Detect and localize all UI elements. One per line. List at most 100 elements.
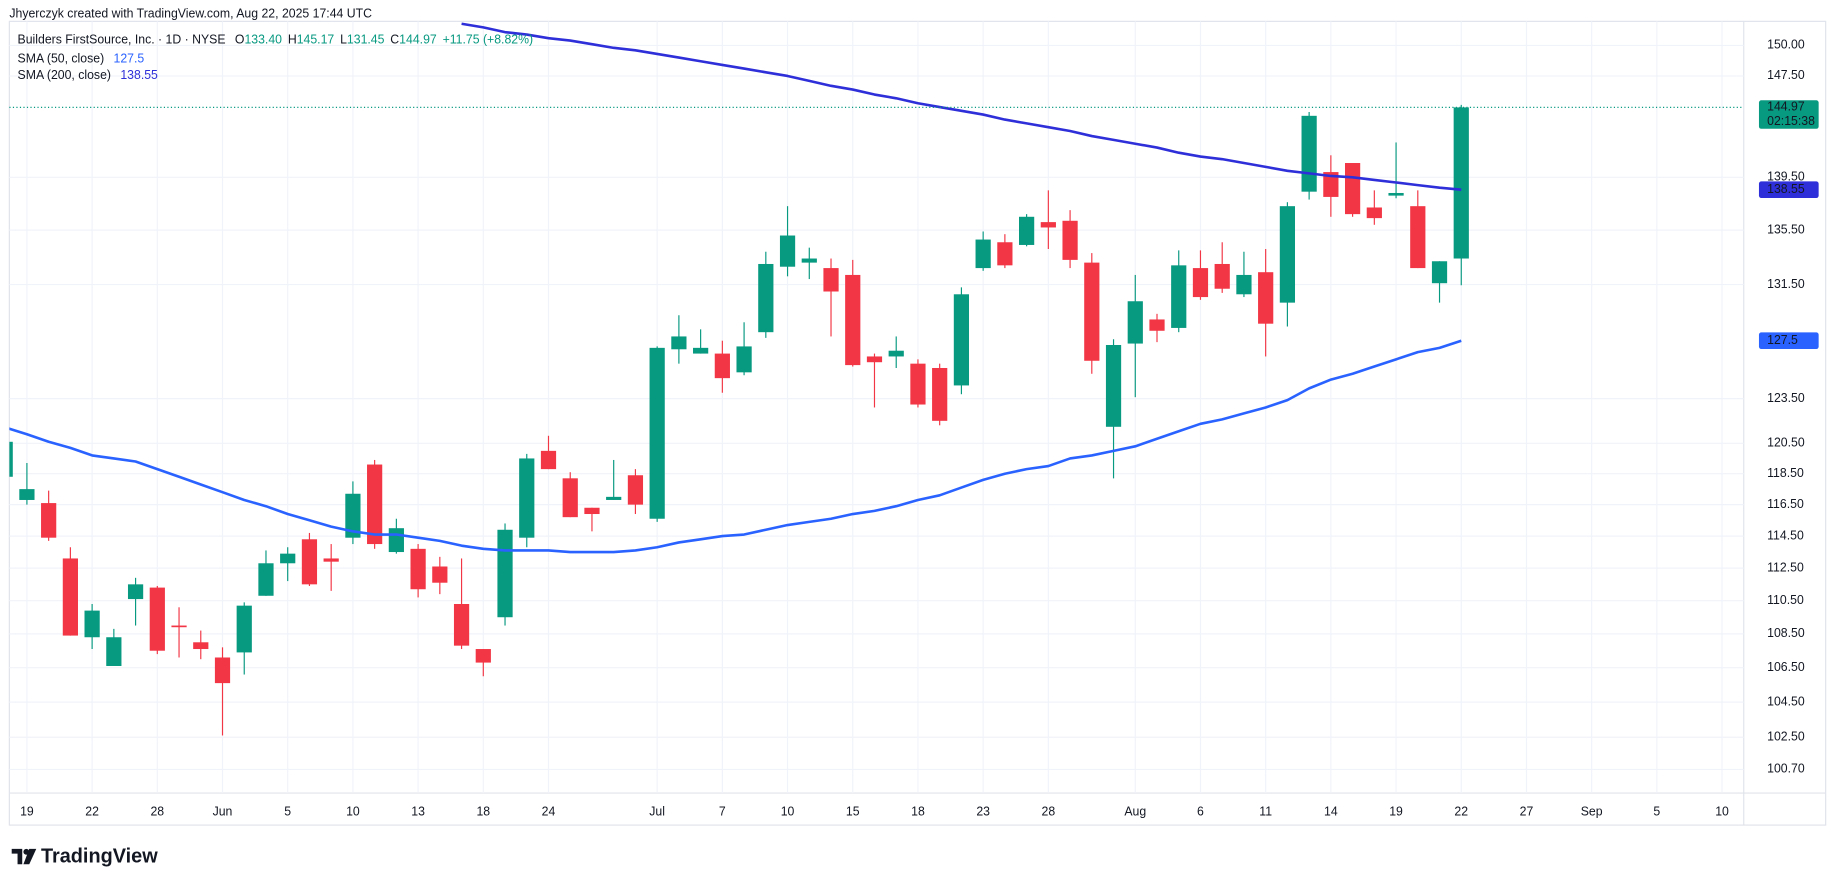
candle-body [671, 336, 687, 350]
legend-entry: SMA (50, close) 127.5 [18, 52, 145, 66]
candle-body [410, 548, 426, 590]
y-tick-label: 135.50 [1767, 222, 1805, 236]
candle-body [1214, 263, 1230, 289]
axes: 150.00 147.50 139.50 135.50 131.50 123.50 120.… [9, 38, 1819, 818]
candle-body [1344, 163, 1361, 215]
x-tick-label: Aug [1124, 804, 1146, 818]
brand-logo: TradingView [11, 845, 158, 868]
legend-name: SMA (50, close) [18, 52, 105, 66]
candle-body [106, 637, 122, 666]
candle-body [475, 649, 491, 663]
y-tick-label: 116.50 [1767, 497, 1804, 511]
x-tick-label: 22 [1454, 804, 1468, 818]
sma-price-box [1758, 332, 1819, 350]
last-price-box [1758, 100, 1819, 129]
candle-body [84, 610, 100, 638]
candle-body [41, 503, 57, 538]
candle-body [801, 258, 817, 263]
candle-body [453, 604, 470, 646]
candle-body [345, 493, 361, 538]
ohlc: O133.40 H145.17 L131.45 C144.97 +11.75 (+8.8… [235, 33, 533, 47]
y-tick-label: 100.70 [1767, 762, 1805, 776]
candle-body [866, 356, 883, 363]
y-tick-label: 106.50 [1767, 660, 1805, 674]
x-tick-label: 19 [20, 804, 34, 818]
x-tick-label: 28 [150, 804, 164, 818]
candle-body [1127, 301, 1143, 344]
candle-body [606, 496, 622, 500]
attribution: Jhyerczyk created with TradingView.com, … [9, 6, 372, 20]
x-tick-label: Jul [649, 804, 665, 818]
x-tick-label: 10 [781, 804, 795, 818]
last-price-label: 144.97 [1767, 100, 1805, 114]
candle-body [149, 587, 165, 651]
candle-body [779, 235, 796, 267]
candle-body [258, 563, 274, 596]
candle-body [823, 268, 839, 292]
ohlc-key: L [340, 33, 347, 47]
ohlc-key: C [390, 33, 399, 47]
candle-body [1149, 319, 1165, 331]
candle-body [19, 489, 35, 500]
candle-body [910, 363, 926, 405]
chart-header: Builders FirstSource, Inc. · 1D · NYSE O 1… [18, 33, 534, 47]
sma-price-label: 138.55 [1767, 182, 1805, 196]
y-tick-label: 114.50 [1767, 528, 1804, 542]
candle-body [214, 657, 231, 684]
candle-body [1258, 272, 1274, 324]
legend-entry: SMA (200, close) 138.55 [18, 68, 158, 82]
x-tick-label: 5 [284, 804, 291, 818]
x-tick-label: 22 [85, 804, 99, 818]
x-tick-label: Jun [213, 804, 233, 818]
candle-body [584, 507, 600, 515]
bar-countdown: 02:15:38 [1767, 114, 1815, 128]
x-tick-label: 19 [1389, 804, 1403, 818]
x-tick-label: 10 [346, 804, 360, 818]
ohlc-value: 145.17 [297, 33, 335, 47]
ohlc-value: 131.45 [347, 33, 385, 47]
candle-body [323, 558, 339, 562]
x-tick-label: 14 [1324, 804, 1338, 818]
y-tick-label: 139.50 [1767, 169, 1805, 183]
candle-body [736, 346, 752, 373]
y-tick-label: 120.50 [1767, 436, 1805, 450]
candle-body [758, 263, 774, 333]
brand-name: TradingView [41, 845, 158, 867]
candle-body [1105, 344, 1122, 427]
logo-mark [11, 848, 23, 865]
candle-body [388, 528, 404, 553]
x-tick-label: 18 [911, 804, 925, 818]
candle-body [888, 350, 904, 357]
y-tick-label: 150.00 [1767, 38, 1805, 52]
candle-body [845, 274, 861, 366]
x-tick-label: 15 [846, 804, 860, 818]
candle-body [1279, 206, 1296, 303]
sma-price-box [1758, 181, 1819, 199]
x-tick-label: 27 [1520, 804, 1534, 818]
candle-body [1236, 274, 1252, 295]
ohlc-key: H [288, 33, 297, 47]
x-tick-label: 13 [411, 804, 425, 818]
chart-root: Jhyerczyk created with TradingView.com, … [8, 6, 1827, 868]
plot-area [9, 22, 1469, 736]
candle-body [953, 294, 970, 386]
x-tick-label: 5 [1653, 804, 1660, 818]
ohlc-key: O [235, 33, 245, 47]
y-tick-label: 131.50 [1767, 277, 1805, 291]
y-tick-label: 110.50 [1767, 593, 1804, 607]
candle-body [280, 553, 296, 564]
candle-body [1323, 172, 1339, 197]
candle-body [1431, 261, 1448, 284]
ohlc-value: 144.97 [399, 33, 437, 47]
price-change: +11.75 (+8.82%) [443, 33, 534, 47]
y-tick-label: 123.50 [1767, 391, 1805, 405]
y-tick-label: 147.50 [1767, 68, 1805, 82]
y-tick-label: 108.50 [1767, 626, 1805, 640]
candle-body [1084, 262, 1100, 361]
candle-body [432, 566, 448, 583]
candle-body [693, 347, 709, 354]
symbol-title: Builders FirstSource, Inc. · 1D · NYSE [18, 33, 226, 47]
logo-mark [23, 848, 37, 865]
candle-body [193, 642, 209, 650]
